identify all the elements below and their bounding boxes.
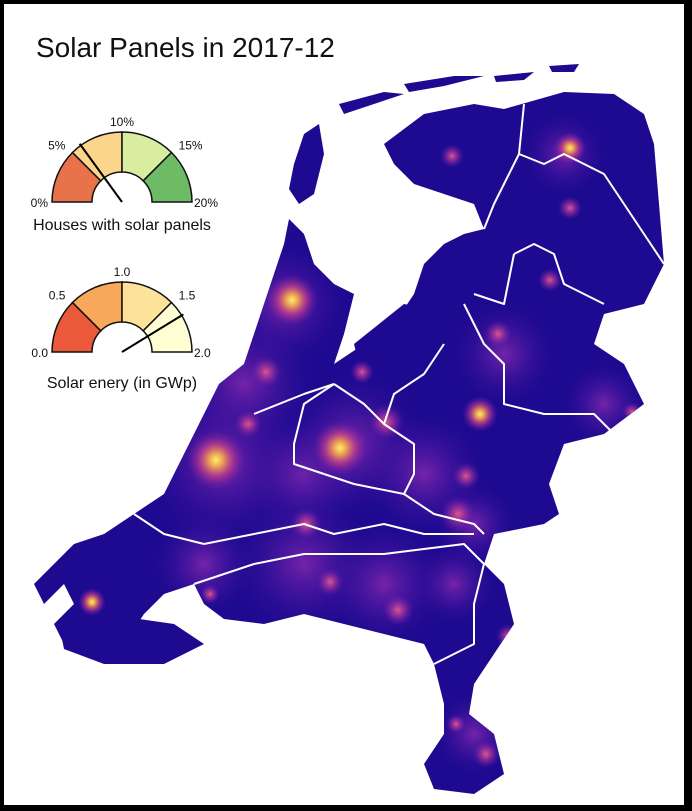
- zeeland-island-1: [64, 549, 154, 584]
- page-title: Solar Panels in 2017-12: [36, 32, 335, 63]
- gauge-tick-label: 0.5: [49, 288, 66, 302]
- gauge-caption: Solar enery (in GWp): [47, 375, 197, 392]
- gauge-caption: Houses with solar panels: [33, 217, 211, 234]
- wadden-island-vlieland: [339, 92, 404, 114]
- gauge-tick-label: 0.0: [31, 346, 48, 360]
- gauge-tick-label: 5%: [48, 138, 66, 152]
- gauge-houses: 0% 5% 10% 15% 20% Houses with solar panels: [31, 115, 219, 234]
- province-borders: [133, 103, 665, 665]
- gauge-needle: [78, 143, 123, 203]
- flevoland: [424, 254, 474, 304]
- heat-layer: [144, 114, 644, 774]
- map-frame: 0% 5% 10% 15% 20% Houses with solar panels 0.…: [4, 4, 684, 805]
- zeeland-hotspot: [78, 588, 106, 616]
- gauge-tick-label: 20%: [194, 196, 218, 210]
- flevoland-south: [354, 304, 454, 384]
- wadden-island-ameland: [494, 72, 534, 82]
- zeeland-island-2: [59, 614, 204, 664]
- gauge-tick-label: 0%: [31, 196, 49, 210]
- gauge-tick-label: 1.0: [114, 265, 131, 279]
- netherlands-solar-map: 0% 5% 10% 15% 20% Houses with solar panels 0.…: [31, 64, 665, 794]
- gauge-tick-label: 10%: [110, 115, 134, 129]
- gauge-tick-label: 2.0: [194, 346, 211, 360]
- gauge-needle: [121, 313, 184, 353]
- gauge-tick-label: 1.5: [179, 288, 196, 302]
- wadden-island-schiermonnikoog: [549, 64, 579, 72]
- wadden-island-texel: [289, 124, 324, 204]
- wadden-island-terschelling: [404, 76, 484, 92]
- gauge-energy: 0.0 0.5 1.0 1.5 2.0 Solar enery (in GWp): [31, 265, 211, 392]
- gauge-segment: [142, 151, 193, 203]
- gauge-tick-label: 15%: [179, 138, 203, 152]
